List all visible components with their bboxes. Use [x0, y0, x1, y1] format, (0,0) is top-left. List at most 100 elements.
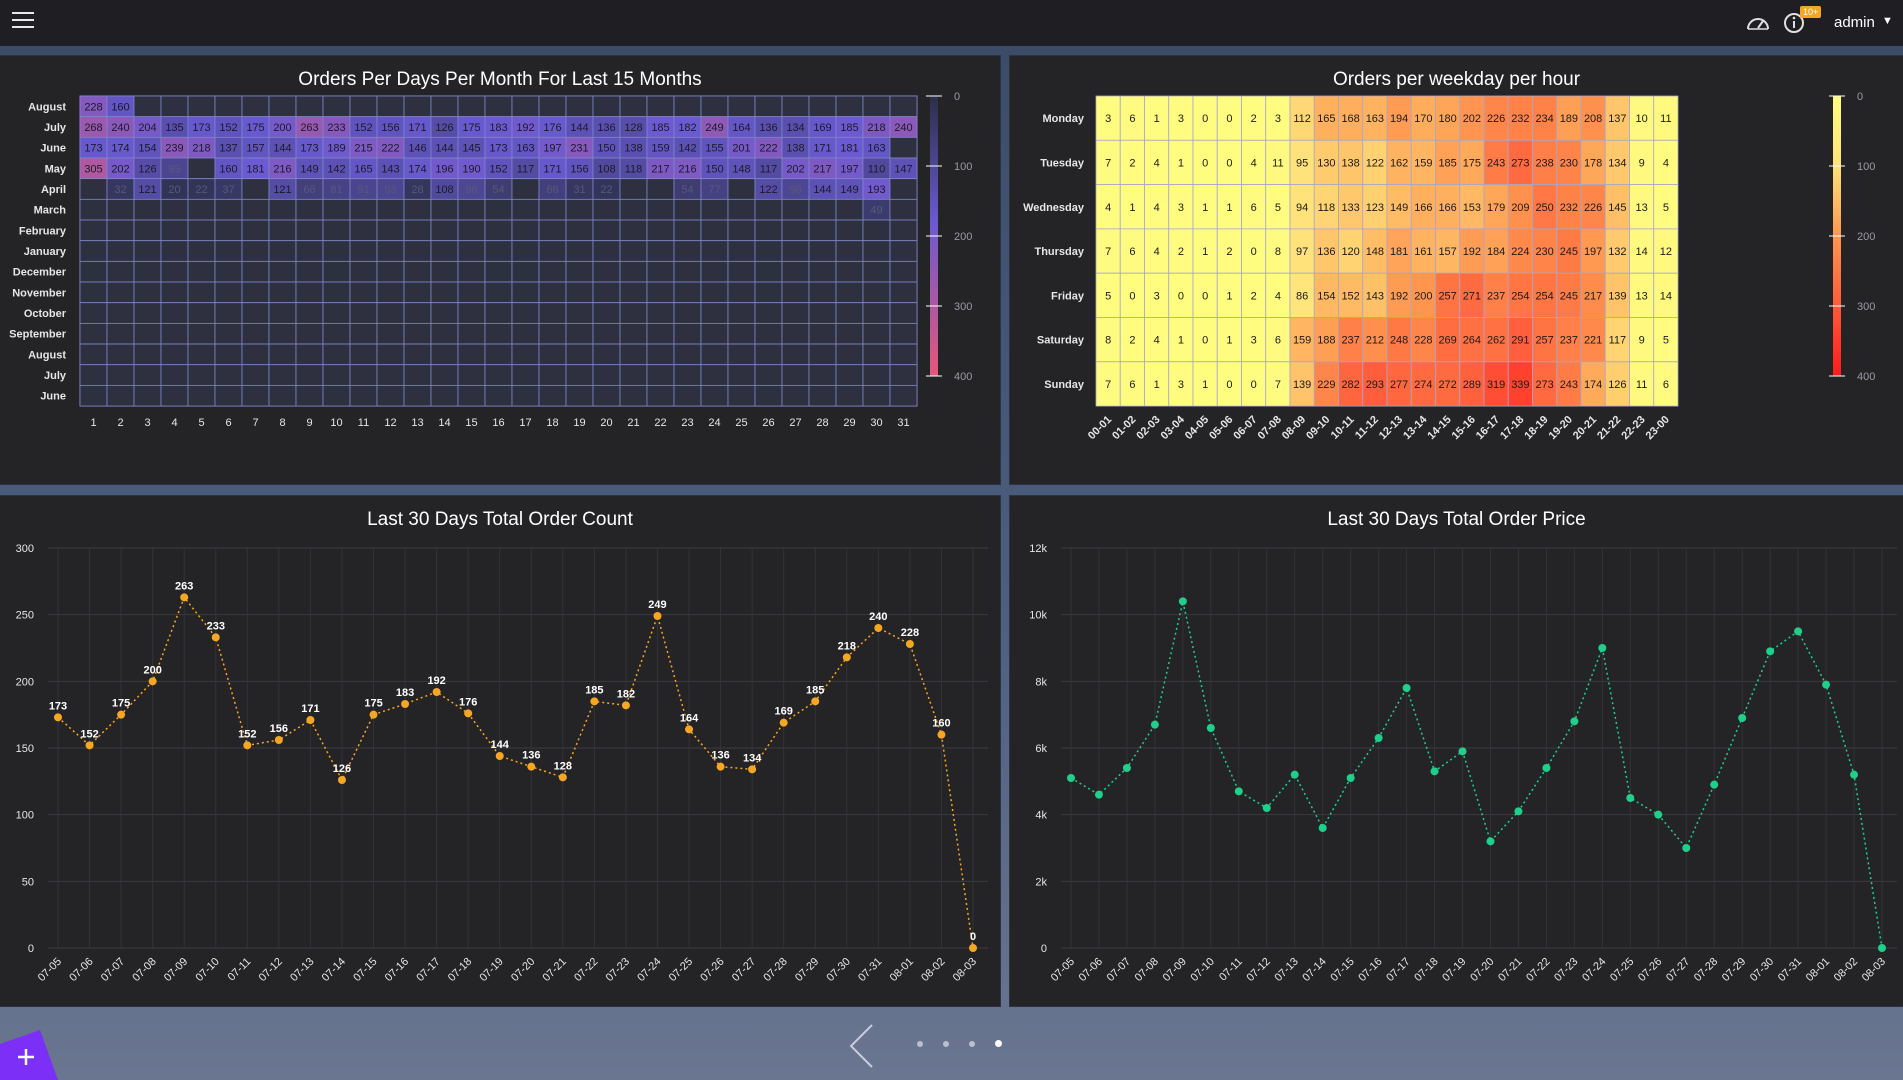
x-tick-label: 07-05 [1049, 956, 1077, 984]
chevron-down-icon[interactable]: ▼ [1882, 15, 1893, 27]
x-tick-label: 08-01 [888, 956, 916, 984]
x-tick-label: 07-22 [572, 956, 600, 984]
x-tick-label: 07-28 [761, 956, 789, 984]
y-tick-label: 50 [22, 876, 34, 888]
data-point [1094, 790, 1103, 799]
heatmap-cell [1604, 139, 1630, 186]
x-tick-label: 31 [897, 417, 909, 429]
heatmap-cell [349, 198, 378, 221]
heatmap-cell [862, 302, 891, 324]
heatmap-cell [619, 240, 648, 262]
dashboard-gauge-icon[interactable] [1745, 12, 1771, 34]
y-tick-label: 100 [16, 810, 34, 822]
cell-value: 144 [813, 184, 831, 196]
user-menu[interactable]: admin [1834, 14, 1875, 31]
x-tick-label: 07-07 [1105, 956, 1133, 984]
heatmap-cell [241, 260, 270, 283]
x-tick-label: 15 [465, 417, 477, 429]
hamburger-menu-icon[interactable] [12, 12, 34, 30]
heatmap-cell [700, 322, 729, 345]
pager-dot[interactable] [995, 1040, 1002, 1047]
cell-value: 240 [111, 122, 129, 134]
heatmap-cell [133, 302, 162, 324]
cell-value: 138 [786, 143, 804, 155]
heatmap-cell [619, 364, 648, 386]
color-scale-label: 400 [1857, 371, 1875, 383]
heatmap-cell [727, 219, 756, 242]
heatmap-cell [430, 384, 459, 407]
data-point [1150, 720, 1159, 729]
cell-value: 254 [1511, 290, 1529, 302]
heatmap-cell [349, 281, 378, 304]
heatmap-cell [322, 219, 351, 242]
x-tick-label: 07-08 [1133, 956, 1161, 984]
data-label: 263 [175, 580, 193, 592]
heatmap-cell [889, 219, 918, 242]
add-button[interactable] [0, 1030, 58, 1080]
heatmap-cell [1604, 361, 1630, 407]
cell-value: 121 [138, 184, 156, 196]
cell-value: 263 [300, 122, 318, 134]
heatmap-cell [1435, 361, 1461, 407]
data-point [180, 593, 189, 602]
x-tick-label: 07-25 [667, 956, 695, 984]
heatmap-cell [79, 178, 108, 200]
heatmap-cell [1289, 139, 1315, 186]
heatmap-cell [781, 364, 810, 386]
pager-dot[interactable] [943, 1041, 949, 1047]
x-tick-label: 17 [519, 417, 531, 429]
heatmap-cell [1604, 95, 1630, 141]
cell-value: 175 [1463, 157, 1481, 169]
heatmap-cell [754, 364, 783, 386]
pager-dot[interactable] [969, 1041, 975, 1047]
heatmap-cell [700, 219, 729, 242]
cell-value: 1 [1178, 335, 1184, 347]
cell-value: 11 [1636, 379, 1647, 391]
y-tick-label: Saturday [1037, 335, 1085, 347]
chevron-left-icon[interactable] [846, 1022, 876, 1070]
heatmap-cell [187, 157, 216, 180]
x-tick-label: 07-11 [226, 956, 254, 984]
cell-value: 110 [868, 163, 886, 175]
cell-value: 154 [138, 143, 156, 155]
cell-value: 7 [1105, 379, 1111, 391]
pager-dot[interactable] [917, 1041, 923, 1047]
heatmap-cell [754, 219, 783, 242]
heatmap-cell [673, 260, 702, 283]
x-tick-label: 07-18 [446, 956, 474, 984]
info-icon[interactable] [1783, 12, 1805, 34]
cell-value: 224 [1511, 246, 1529, 258]
cell-value: 166 [1438, 202, 1456, 214]
x-tick-label: 06-07 [1231, 414, 1259, 442]
x-tick-label: 23-00 [1644, 414, 1672, 442]
cell-value: 3 [1178, 202, 1184, 214]
cell-value: 2 [1251, 290, 1257, 302]
heatmap-cell [295, 343, 324, 366]
cell-value: 171 [813, 143, 831, 155]
heatmap-cell [619, 198, 648, 221]
heatmap-cell [1144, 184, 1170, 230]
heatmap-cell [403, 322, 432, 345]
heatmap-cell [1313, 317, 1339, 363]
heatmap-cell [619, 260, 648, 283]
data-point [653, 612, 662, 620]
data-label: 164 [680, 712, 699, 724]
heatmap-cell [187, 240, 216, 262]
heatmap-cell [727, 343, 756, 366]
cell-value: 217 [651, 163, 669, 175]
heatmap-cell [376, 343, 405, 366]
heatmap-cell [727, 384, 756, 407]
cell-value: 0 [1251, 246, 1257, 258]
data-label: 152 [80, 728, 98, 740]
x-tick-label: 07-12 [257, 956, 285, 984]
data-label: 183 [396, 687, 414, 699]
heatmap-cell [1532, 95, 1558, 141]
cell-value: 160 [219, 163, 237, 175]
cell-value: 175 [246, 122, 264, 134]
heatmap-cell [160, 198, 189, 221]
heatmap-cell [376, 240, 405, 262]
x-tick-label: 25 [735, 417, 747, 429]
heatmap-cell [1168, 272, 1194, 318]
heatmap-cell [133, 240, 162, 262]
heatmap-cell [484, 384, 513, 407]
